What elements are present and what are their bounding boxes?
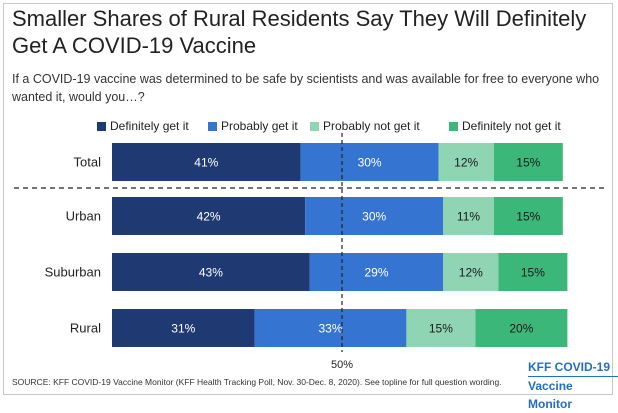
bar-segment bbox=[443, 197, 494, 235]
legend-label: Definitely get it bbox=[110, 119, 189, 133]
bar-value-label: 12% bbox=[459, 266, 483, 280]
legend-item: Probably get it bbox=[208, 119, 298, 133]
category-label: Rural bbox=[70, 321, 101, 336]
legend-item: Definitely get it bbox=[97, 119, 189, 133]
category-label: Total bbox=[74, 155, 102, 170]
legend-swatch bbox=[449, 121, 458, 131]
bar-segment bbox=[112, 309, 255, 347]
brand-line-1: KFF COVID-19 bbox=[528, 360, 611, 374]
category-label: Suburban bbox=[45, 265, 101, 280]
brand-logo: KFF COVID-19 Vaccine Monitor bbox=[528, 358, 618, 413]
bar-value-label: 15% bbox=[516, 210, 540, 224]
bar-value-label: 33% bbox=[318, 322, 342, 336]
legend-swatch bbox=[97, 121, 106, 131]
bar-value-label: 30% bbox=[358, 156, 382, 170]
bar-segment bbox=[309, 253, 444, 291]
bar-value-label: 43% bbox=[199, 266, 223, 280]
bar-segment bbox=[443, 253, 499, 291]
bar-segment bbox=[493, 197, 563, 235]
reference-line-label: 50% bbox=[331, 359, 353, 371]
legend-label: Probably not get it bbox=[323, 119, 420, 133]
bar-segment bbox=[112, 253, 310, 291]
legend-swatch bbox=[208, 121, 217, 131]
legend-label: Definitely not get it bbox=[462, 119, 561, 133]
bar-segment bbox=[493, 143, 563, 181]
bar-value-label: 30% bbox=[362, 210, 386, 224]
stacked-bar-chart: 41% 30% 12% 15% Total 42% 30% 11% 15% Urban 43% 29%… bbox=[14, 133, 604, 371]
bar-value-label: 12% bbox=[454, 156, 478, 170]
bar-segment bbox=[305, 197, 444, 235]
bar-segment bbox=[300, 143, 439, 181]
bar-segment bbox=[112, 143, 301, 181]
bar-segment bbox=[254, 309, 407, 347]
bar-value-label: 20% bbox=[509, 322, 533, 336]
bar-segment bbox=[406, 309, 476, 347]
bar-segment bbox=[438, 143, 494, 181]
bar-value-label: 41% bbox=[194, 156, 218, 170]
bar-value-label: 15% bbox=[516, 156, 540, 170]
chart-frame bbox=[3, 3, 613, 395]
category-label: Urban bbox=[66, 209, 101, 224]
chart-legend: Definitely get it Probably get it Probably… bbox=[0, 119, 618, 135]
legend-item: Definitely not get it bbox=[449, 119, 561, 133]
bar-value-label: 15% bbox=[521, 266, 545, 280]
brand-line-2: Vaccine Monitor bbox=[528, 376, 618, 413]
bar-segment bbox=[112, 197, 306, 235]
bar-segment bbox=[498, 253, 568, 291]
bar-value-label: 42% bbox=[197, 210, 221, 224]
legend-label: Probably get it bbox=[221, 119, 298, 133]
bar-value-label: 29% bbox=[364, 266, 388, 280]
bar-value-label: 31% bbox=[171, 322, 195, 336]
bar-value-label: 15% bbox=[429, 322, 453, 336]
chart-title: Smaller Shares of Rural Residents Say Th… bbox=[12, 6, 587, 58]
legend-item: Probably not get it bbox=[310, 119, 420, 133]
bar-value-label: 11% bbox=[457, 210, 480, 224]
legend-swatch bbox=[310, 121, 319, 131]
bar-segment bbox=[475, 309, 568, 347]
chart-subtitle: If a COVID-19 vaccine was determined to … bbox=[12, 72, 600, 104]
source-note: SOURCE: KFF COVID-19 Vaccine Monitor (KF… bbox=[12, 377, 502, 387]
